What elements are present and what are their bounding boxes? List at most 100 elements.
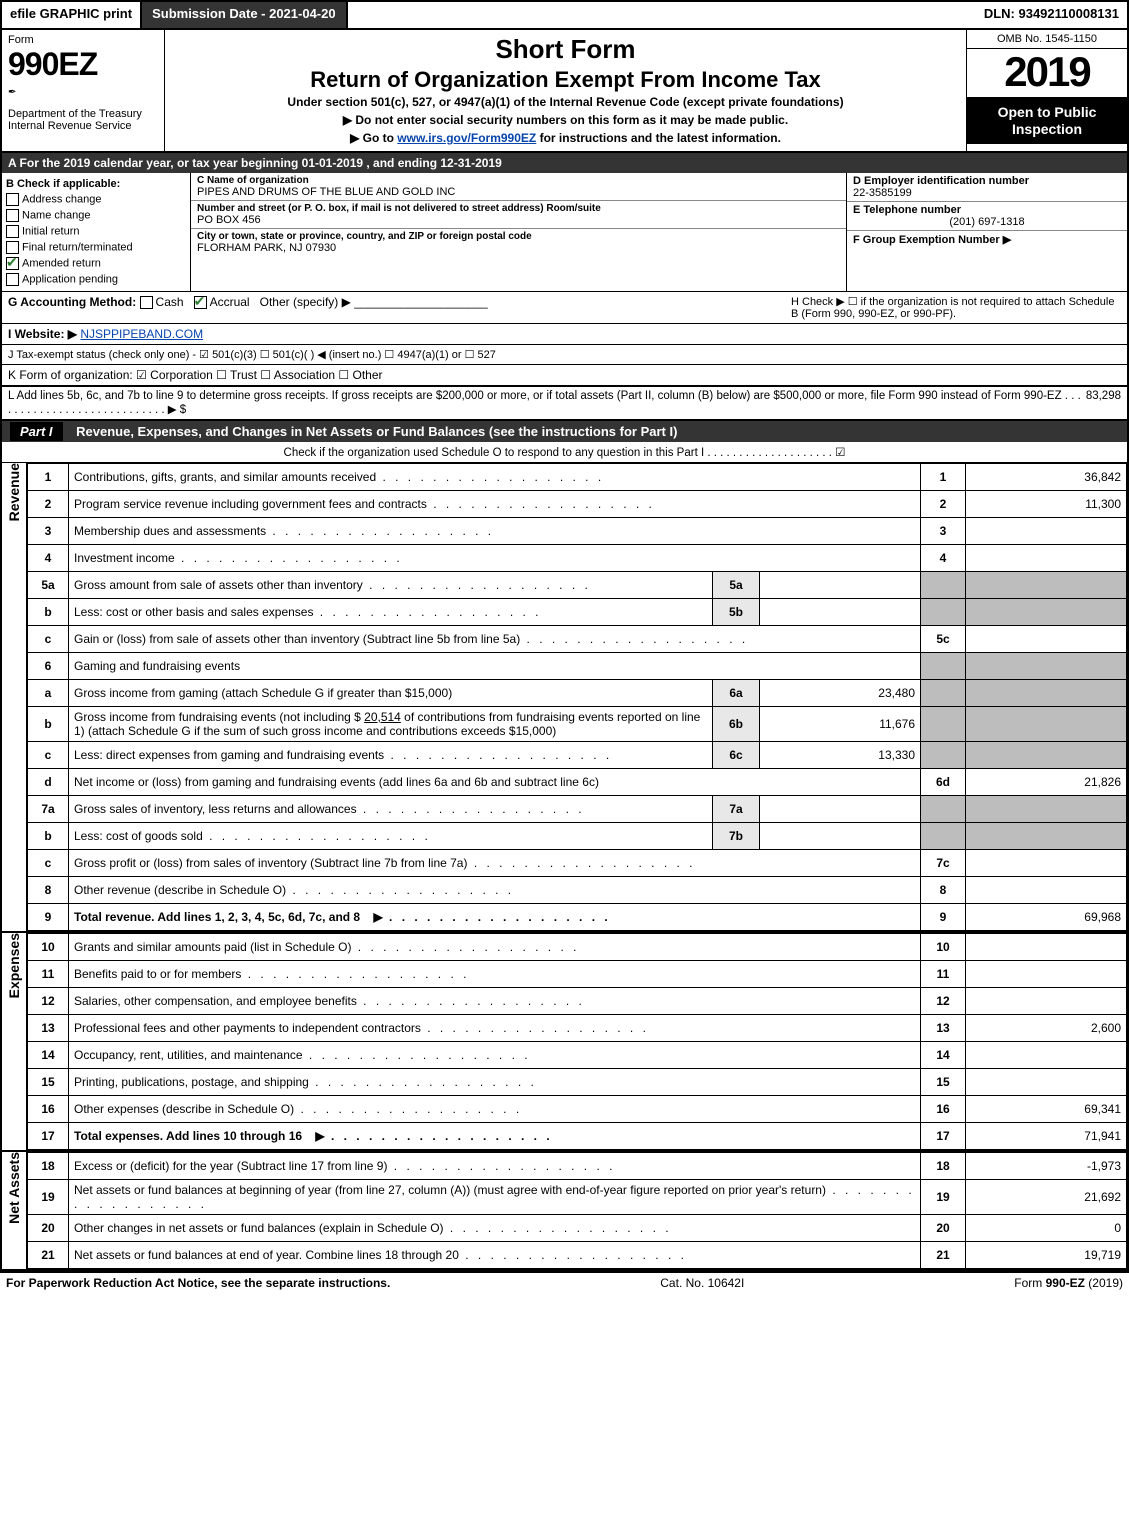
dln-label: DLN: 93492110008131 [976,2,1127,28]
form-number: 990EZ [8,46,158,83]
row-i: I Website: ▶ NJSPPIPEBAND.COM [0,324,1129,345]
line-15: 15Printing, publications, postage, and s… [28,1069,1127,1096]
ein-value: 22-3585199 [853,187,1121,199]
goto-suffix: for instructions and the latest informat… [536,131,781,145]
g-cash-check[interactable] [140,296,153,309]
netassets-vlabel: Net Assets [2,1152,27,1269]
f-group-label: F Group Exemption Number ▶ [853,233,1121,246]
form-word: Form [8,34,158,46]
l-text: L Add lines 5b, 6c, and 7b to line 9 to … [8,390,1083,416]
efile-print-button[interactable]: efile GRAPHIC print [2,2,142,28]
c-city-label: City or town, state or province, country… [197,231,840,242]
line-6: 6Gaming and fundraising events [28,653,1127,680]
revenue-table: 1Contributions, gifts, grants, and simil… [27,463,1127,931]
line-5a: 5aGross amount from sale of assets other… [28,572,1127,599]
line-8: 8Other revenue (describe in Schedule O)8 [28,877,1127,904]
part1-check-line: Check if the organization used Schedule … [0,442,1129,463]
line-7b: bLess: cost of goods sold7b [28,823,1127,850]
period-bar: A For the 2019 calendar year, or tax yea… [0,153,1129,173]
submission-date-button[interactable]: Submission Date - 2021-04-20 [142,2,348,28]
part1-title: Revenue, Expenses, and Changes in Net As… [76,424,677,439]
opt-name-change[interactable]: Name change [6,209,186,222]
box-c: C Name of organization PIPES AND DRUMS O… [191,173,847,291]
expenses-vlabel: Expenses [2,933,27,1150]
row-gh: G Accounting Method: Cash Accrual Other … [0,292,1129,324]
line-6d: dNet income or (loss) from gaming and fu… [28,769,1127,796]
ssn-warning: ▶ Do not enter social security numbers o… [169,113,962,127]
footer: For Paperwork Reduction Act Notice, see … [0,1271,1129,1293]
line-12: 12Salaries, other compensation, and empl… [28,988,1127,1015]
row-g: G Accounting Method: Cash Accrual Other … [8,295,761,320]
opt-initial-return[interactable]: Initial return [6,225,186,238]
form-header: Form 990EZ ✒ Department of the Treasury … [0,30,1129,153]
line-1: 1Contributions, gifts, grants, and simil… [28,464,1127,491]
line-16: 16Other expenses (describe in Schedule O… [28,1096,1127,1123]
g-accrual: Accrual [210,295,250,309]
org-street: PO BOX 456 [197,214,840,226]
header-right: OMB No. 1545-1150 2019 Open to Public In… [966,30,1127,151]
line-18: 18Excess or (deficit) for the year (Subt… [28,1153,1127,1180]
i-label: I Website: ▶ [8,327,77,341]
return-title: Return of Organization Exempt From Incom… [169,67,962,93]
netassets-section: Net Assets 18Excess or (deficit) for the… [0,1150,1129,1271]
footer-left: For Paperwork Reduction Act Notice, see … [6,1276,390,1290]
top-bar: efile GRAPHIC print Submission Date - 20… [0,0,1129,30]
line-7a: 7aGross sales of inventory, less returns… [28,796,1127,823]
box-b-title: B Check if applicable: [6,178,186,190]
revenue-vlabel: Revenue [2,463,27,931]
short-form-title: Short Form [169,34,962,65]
line-20: 20Other changes in net assets or fund ba… [28,1215,1127,1242]
d-ein-label: D Employer identification number [853,175,1121,187]
goto-line: ▶ Go to www.irs.gov/Form990EZ for instru… [169,131,962,145]
c-street-label: Number and street (or P. O. box, if mail… [197,203,840,214]
expenses-section: Expenses 10Grants and similar amounts pa… [0,931,1129,1150]
line-5b: bLess: cost or other basis and sales exp… [28,599,1127,626]
line-17: 17Total expenses. Add lines 10 through 1… [28,1123,1127,1150]
g-cash: Cash [156,295,184,309]
org-city: FLORHAM PARK, NJ 07930 [197,242,840,254]
line-2: 2Program service revenue including gover… [28,491,1127,518]
line-4: 4Investment income4 [28,545,1127,572]
topbar-left: efile GRAPHIC print Submission Date - 20… [2,2,348,28]
footer-right: Form 990-EZ (2019) [1014,1276,1123,1290]
tel-value: (201) 697-1318 [853,216,1121,228]
irs-link[interactable]: www.irs.gov/Form990EZ [397,131,536,145]
goto-prefix: ▶ Go to [350,131,397,145]
tax-year: 2019 [967,49,1127,98]
header-left: Form 990EZ ✒ Department of the Treasury … [2,30,165,151]
opt-application-pending[interactable]: Application pending [6,273,186,286]
website-link[interactable]: NJSPPIPEBAND.COM [80,327,203,341]
row-h: H Check ▶ ☐ if the organization is not r… [791,295,1121,320]
box-def: D Employer identification number 22-3585… [847,173,1127,291]
line-11: 11Benefits paid to or for members11 [28,961,1127,988]
line-6a: aGross income from gaming (attach Schedu… [28,680,1127,707]
line-6b: bGross income from fundraising events (n… [28,707,1127,742]
line-14: 14Occupancy, rent, utilities, and mainte… [28,1042,1127,1069]
header-center: Short Form Return of Organization Exempt… [165,30,966,151]
line-13: 13Professional fees and other payments t… [28,1015,1127,1042]
part1-label: Part I [10,422,63,441]
opt-final-return[interactable]: Final return/terminated [6,241,186,254]
under-section: Under section 501(c), 527, or 4947(a)(1)… [169,95,962,109]
box-b: B Check if applicable: Address change Na… [2,173,191,291]
omb-number: OMB No. 1545-1150 [967,30,1127,49]
irs-label: Internal Revenue Service [8,120,158,132]
opt-amended-return[interactable]: Amended return [6,257,186,270]
org-name: PIPES AND DRUMS OF THE BLUE AND GOLD INC [197,186,840,198]
line-9: 9Total revenue. Add lines 1, 2, 3, 4, 5c… [28,904,1127,931]
netassets-table: 18Excess or (deficit) for the year (Subt… [27,1152,1127,1269]
expenses-table: 10Grants and similar amounts paid (list … [27,933,1127,1150]
c-name-label: C Name of organization [197,175,840,186]
opt-address-change[interactable]: Address change [6,193,186,206]
row-l: L Add lines 5b, 6c, and 7b to line 9 to … [0,387,1129,421]
info-grid: B Check if applicable: Address change Na… [0,173,1129,292]
row-k: K Form of organization: ☑ Corporation ☐ … [0,365,1129,387]
line-5c: cGain or (loss) from sale of assets othe… [28,626,1127,653]
l-amount: 83,298 [1086,390,1121,416]
open-public-badge: Open to Public Inspection [967,98,1127,144]
row-j: J Tax-exempt status (check only one) - ☑… [0,345,1129,365]
g-accrual-check[interactable] [194,296,207,309]
g-label: G Accounting Method: [8,295,136,309]
e-tel-label: E Telephone number [853,204,1121,216]
line-19: 19Net assets or fund balances at beginni… [28,1180,1127,1215]
